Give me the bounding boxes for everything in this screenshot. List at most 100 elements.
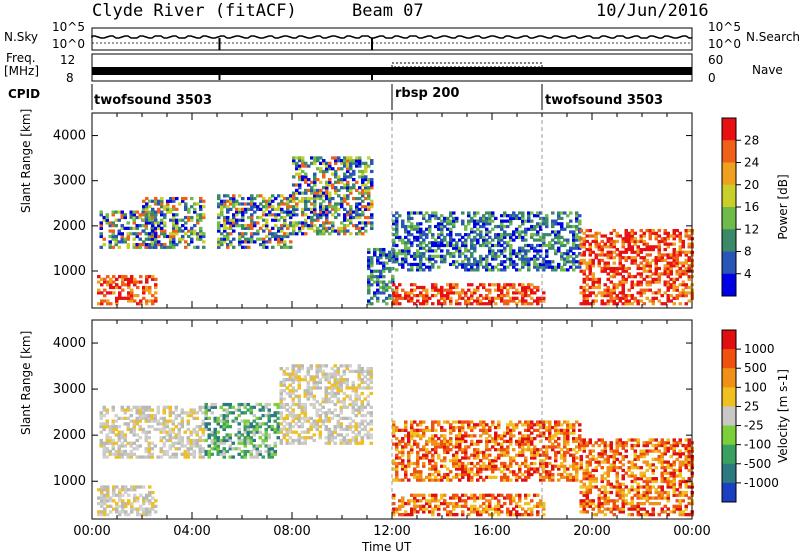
heatmap-cell	[458, 442, 462, 446]
heatmap-cell	[479, 475, 483, 479]
heatmap-cell	[337, 213, 341, 217]
heatmap-cell	[503, 299, 507, 303]
heatmap-cell	[348, 425, 352, 429]
heatmap-cell	[348, 397, 352, 401]
heatmap-cell	[654, 231, 658, 235]
heatmap-cell	[566, 260, 570, 264]
heatmap-cell	[630, 250, 634, 254]
heatmap-cell	[494, 475, 498, 479]
heatmap-cell	[545, 252, 549, 256]
heatmap-cell	[223, 194, 227, 198]
heatmap-cell	[476, 302, 480, 306]
heatmap-cell	[148, 288, 152, 292]
heatmap-cell	[666, 283, 670, 287]
heatmap-cell	[291, 438, 295, 443]
heatmap-cell	[554, 268, 558, 272]
heatmap-cell	[124, 504, 128, 508]
heatmap-cell	[298, 191, 302, 195]
heatmap-cell	[669, 256, 673, 260]
heatmap-cell	[455, 260, 459, 264]
heatmap-cell	[135, 232, 139, 236]
heatmap-cell	[621, 269, 625, 273]
heatmap-cell	[291, 430, 295, 434]
heatmap-cell	[512, 233, 516, 237]
heatmap-cell	[473, 499, 477, 503]
heatmap-cell	[174, 447, 178, 451]
heatmap-cell	[259, 207, 263, 211]
heatmap-cell	[148, 291, 152, 295]
heatmap-cell	[443, 434, 447, 438]
heatmap-cell	[422, 453, 426, 457]
heatmap-cell	[292, 213, 296, 217]
heatmap-cell	[225, 425, 229, 429]
heatmap-cell	[506, 302, 510, 306]
heatmap-cell	[328, 191, 332, 195]
heatmap-cell	[99, 224, 103, 228]
heatmap-cell	[102, 413, 106, 418]
heatmap-cell	[407, 439, 411, 444]
heatmap-cell	[455, 425, 459, 430]
heatmap-cell	[348, 364, 352, 368]
heatmap-cell	[651, 231, 655, 235]
heatmap-cell	[118, 493, 122, 497]
heatmap-cell	[102, 422, 106, 426]
heatmap-cell	[280, 199, 284, 203]
heatmap-cell	[261, 438, 265, 443]
heatmap-cell	[413, 431, 417, 435]
heatmap-cell	[250, 221, 254, 225]
heatmap-cell	[370, 269, 374, 273]
heatmap-cell	[316, 232, 320, 236]
heatmap-cell	[500, 260, 504, 264]
heatmap-cell	[645, 261, 649, 265]
heatmap-cell	[150, 447, 154, 451]
heatmap-cell	[527, 442, 531, 446]
heatmap-cell	[360, 441, 364, 445]
heatmap-cell	[340, 226, 344, 230]
heatmap-cell	[141, 210, 145, 214]
heatmap-cell	[289, 213, 293, 217]
heatmap-cell	[280, 194, 284, 198]
heatmap-cell	[542, 461, 546, 466]
heatmap-cell	[527, 294, 531, 298]
heatmap-cell	[621, 239, 625, 244]
heatmap-cell	[551, 265, 555, 269]
heatmap-cell	[431, 262, 435, 267]
heatmap-cell	[588, 302, 592, 306]
heatmap-cell	[309, 425, 313, 429]
heatmap-cell	[458, 445, 462, 449]
heatmap-cell	[395, 442, 399, 446]
freq-label-2: [MHz]	[4, 64, 40, 78]
heatmap-cell	[115, 302, 119, 306]
heatmap-cell	[177, 422, 181, 426]
heatmap-cell	[241, 232, 245, 236]
heatmap-cell	[401, 504, 405, 508]
heatmap-cell	[174, 433, 178, 437]
heatmap-cell	[301, 221, 305, 225]
heatmap-cell	[262, 199, 266, 203]
heatmap-cell	[354, 422, 358, 426]
heatmap-cell	[162, 430, 166, 434]
heatmap-cell	[443, 475, 447, 479]
heatmap-cell	[521, 219, 525, 223]
heatmap-cell	[279, 366, 283, 371]
heatmap-cell	[160, 196, 164, 201]
heatmap-cell	[226, 234, 230, 239]
heatmap-cell	[449, 219, 453, 223]
heatmap-cell	[603, 253, 607, 257]
heatmap-cell	[518, 420, 522, 424]
heatmap-cell	[563, 262, 567, 267]
heatmap-cell	[309, 391, 313, 396]
heatmap-cell	[108, 452, 112, 456]
heatmap-cell	[180, 438, 184, 443]
heatmap-cell	[609, 296, 613, 300]
heatmap-cell	[654, 258, 658, 263]
heatmap-cell	[606, 277, 610, 281]
heatmap-cell	[681, 242, 685, 246]
heatmap-cell	[648, 231, 652, 235]
heatmap-cell	[582, 291, 586, 295]
heatmap-cell	[681, 245, 685, 249]
heatmap-cell	[633, 250, 637, 254]
heatmap-cell	[464, 499, 468, 503]
heatmap-cell	[566, 249, 570, 253]
heatmap-cell	[627, 231, 631, 235]
